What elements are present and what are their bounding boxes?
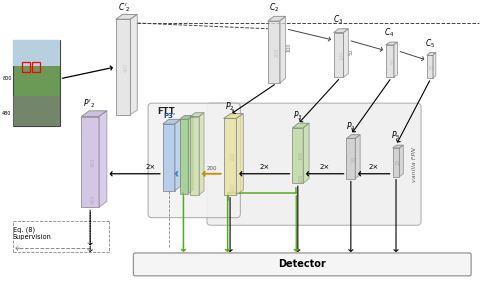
- Text: 100: 100: [339, 50, 344, 60]
- Text: 200: 200: [274, 47, 279, 57]
- Text: 200: 200: [230, 182, 235, 192]
- Text: 50: 50: [351, 155, 356, 162]
- Polygon shape: [433, 53, 436, 78]
- Text: P3': P3': [164, 113, 176, 119]
- Text: $C_3$: $C_3$: [333, 13, 344, 26]
- Polygon shape: [355, 135, 360, 179]
- Text: 480: 480: [2, 111, 12, 116]
- Polygon shape: [116, 14, 137, 19]
- Polygon shape: [293, 128, 303, 183]
- Bar: [13, 96, 60, 126]
- Polygon shape: [190, 113, 204, 116]
- FancyBboxPatch shape: [207, 103, 421, 225]
- Bar: [13, 40, 60, 66]
- Polygon shape: [293, 123, 309, 128]
- FancyBboxPatch shape: [133, 253, 471, 276]
- Polygon shape: [99, 111, 107, 207]
- Polygon shape: [346, 135, 360, 138]
- Polygon shape: [393, 148, 399, 177]
- Text: $P_2$: $P_2$: [225, 100, 235, 113]
- Bar: [32, 62, 40, 72]
- Text: 2×: 2×: [146, 164, 156, 170]
- Polygon shape: [386, 42, 397, 45]
- Text: 100: 100: [298, 174, 303, 183]
- Polygon shape: [268, 21, 280, 83]
- Polygon shape: [427, 56, 433, 78]
- Text: 200: 200: [230, 152, 235, 161]
- Polygon shape: [163, 124, 174, 191]
- Polygon shape: [223, 114, 243, 118]
- Polygon shape: [116, 19, 130, 114]
- Polygon shape: [163, 119, 180, 124]
- Polygon shape: [179, 119, 188, 194]
- Text: $C_5$: $C_5$: [425, 37, 435, 50]
- FancyBboxPatch shape: [148, 103, 240, 218]
- Bar: [23, 62, 30, 72]
- Polygon shape: [188, 116, 193, 194]
- Text: 50: 50: [390, 58, 395, 64]
- Text: 100: 100: [286, 43, 291, 52]
- Text: $C_2$: $C_2$: [269, 2, 279, 14]
- Polygon shape: [199, 113, 204, 195]
- Bar: [13, 40, 60, 126]
- Text: 25: 25: [395, 159, 400, 166]
- Polygon shape: [236, 114, 243, 195]
- Polygon shape: [399, 145, 403, 177]
- Polygon shape: [334, 29, 348, 32]
- Text: Eq. (8)
Supervision: Eq. (8) Supervision: [13, 226, 52, 240]
- Text: Detector: Detector: [279, 259, 326, 269]
- Polygon shape: [223, 118, 236, 195]
- Polygon shape: [174, 119, 180, 191]
- Polygon shape: [393, 145, 403, 148]
- Text: $P_4$: $P_4$: [346, 120, 356, 133]
- Text: 800: 800: [2, 76, 12, 81]
- Text: $P_5$: $P_5$: [391, 130, 401, 142]
- Polygon shape: [346, 138, 355, 179]
- Polygon shape: [81, 116, 99, 207]
- Text: $C_4$: $C_4$: [384, 27, 395, 39]
- Text: $P'_2$: $P'_2$: [83, 97, 95, 110]
- Text: vanilla FPN: vanilla FPN: [412, 147, 417, 182]
- Polygon shape: [190, 116, 199, 195]
- Text: 400: 400: [91, 195, 96, 204]
- Text: 2×: 2×: [260, 164, 270, 170]
- Polygon shape: [280, 16, 286, 83]
- Polygon shape: [386, 45, 394, 77]
- Polygon shape: [394, 42, 397, 77]
- Text: 25: 25: [429, 64, 434, 70]
- Polygon shape: [130, 14, 137, 114]
- Polygon shape: [303, 123, 309, 183]
- Polygon shape: [334, 32, 344, 77]
- Polygon shape: [427, 53, 436, 56]
- Text: 100: 100: [298, 151, 303, 160]
- Text: 400: 400: [123, 62, 128, 72]
- Polygon shape: [81, 111, 107, 116]
- Polygon shape: [344, 29, 348, 77]
- Text: 200: 200: [206, 166, 216, 171]
- Polygon shape: [179, 116, 193, 119]
- Text: $C'_2$: $C'_2$: [118, 2, 130, 14]
- Text: FTT: FTT: [157, 107, 174, 116]
- Text: 50: 50: [349, 49, 354, 55]
- Text: 2×: 2×: [320, 164, 330, 170]
- Text: $P_3$: $P_3$: [293, 110, 303, 122]
- Text: 400: 400: [91, 157, 96, 167]
- Text: 2×: 2×: [369, 164, 379, 170]
- Polygon shape: [268, 16, 286, 21]
